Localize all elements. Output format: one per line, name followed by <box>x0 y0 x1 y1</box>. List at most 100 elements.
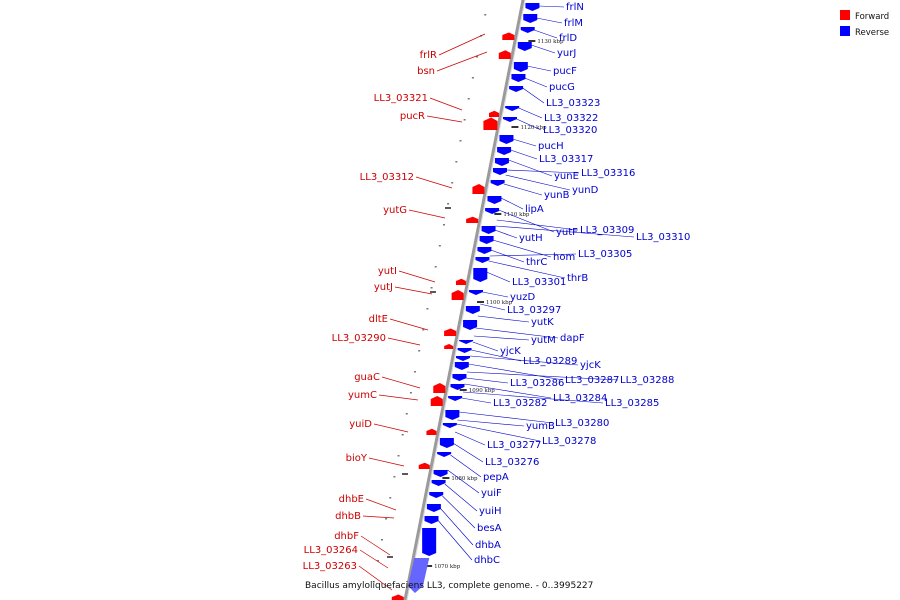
reverse-gene-label: LL3_03282 <box>493 398 547 409</box>
reverse-gene-label: LL3_03284 <box>553 393 607 404</box>
reverse-gene <box>494 158 509 166</box>
axis-dot <box>442 224 445 226</box>
reverse-leader <box>518 107 543 119</box>
axis-dot <box>372 581 375 583</box>
forward-gene-label: pucR <box>400 111 425 122</box>
reverse-gene-label: yutF <box>556 227 578 238</box>
reverse-gene-label: LL3_03323 <box>546 98 600 109</box>
reverse-gene <box>431 480 446 486</box>
axis-dot <box>447 203 450 205</box>
reverse-leader <box>472 341 499 352</box>
reverse-gene-label: pucH <box>538 141 564 152</box>
reverse-leader <box>473 335 530 341</box>
forward-gene-label: LL3_03263 <box>303 561 357 572</box>
forward-gene-label: guaC <box>354 372 380 383</box>
forward-gene <box>488 110 499 117</box>
reverse-gene <box>468 290 483 295</box>
reverse-gene-label: yunD <box>572 185 599 196</box>
reverse-leader <box>447 469 480 494</box>
reverse-gene <box>452 374 467 381</box>
forward-leader <box>368 457 405 467</box>
genome-axis-shadow <box>406 0 526 600</box>
backbone <box>403 0 526 600</box>
axis-dot <box>380 539 383 541</box>
reverse-gene <box>424 516 439 524</box>
forward-leader <box>362 515 395 519</box>
forward-gene-label: dhbE <box>339 494 364 505</box>
reverse-leader <box>488 260 566 279</box>
reverse-gene-label: yuiF <box>481 488 502 499</box>
reverse-gene <box>422 528 437 556</box>
tick-label: 1120 kbp <box>520 125 547 131</box>
reverse-leader <box>457 419 525 427</box>
reverse-gene-label: dapF <box>560 333 585 344</box>
axis-dot <box>455 161 458 163</box>
forward-leader <box>373 423 409 433</box>
reverse-gene-label: dhbA <box>475 540 501 551</box>
reverse-leader <box>454 431 486 446</box>
forward-leader <box>360 535 391 556</box>
gene-labels: frlR bsn LL3_03321 pucR LL3_03312 yutG yutI yut… <box>303 2 691 572</box>
axis-dot <box>397 455 400 457</box>
reverse-leader <box>471 349 522 362</box>
forward-leader <box>429 97 463 111</box>
axis-dot <box>484 14 487 16</box>
reverse-leader <box>498 209 555 233</box>
genome-axis <box>403 0 525 600</box>
reverse-gene-label: LL3_03278 <box>542 436 596 447</box>
gene-blocks <box>391 3 540 600</box>
reverse-gene <box>463 320 478 330</box>
axis-dot <box>418 350 421 352</box>
forward-leader <box>358 565 393 591</box>
forward-leader <box>387 337 421 346</box>
reverse-gene <box>450 384 465 390</box>
reverse-gene <box>439 438 454 448</box>
reverse-gene-label: yunE <box>554 171 579 182</box>
forward-gene <box>455 278 466 285</box>
reverse-gene-label: LL3_03280 <box>555 418 609 429</box>
forward-gene <box>430 396 443 406</box>
reverse-leader <box>492 239 552 258</box>
reverse-gene <box>442 423 457 428</box>
legend-forward: Forward <box>855 12 889 22</box>
reverse-gene <box>448 396 463 401</box>
forward-gene-label: frlR <box>420 50 437 61</box>
reverse-gene-label: yutH <box>519 233 543 244</box>
forward-gene <box>426 428 437 435</box>
forward-gene <box>483 117 498 130</box>
reverse-leader <box>531 44 556 54</box>
reverse-leader <box>500 197 524 210</box>
axis-dot <box>409 392 412 394</box>
axis-dot <box>414 371 417 373</box>
reverse-gene-label: hom <box>553 252 575 263</box>
reverse-leader <box>469 355 579 366</box>
legend-reverse: Reverse <box>855 28 889 38</box>
reverse-leader <box>439 507 474 546</box>
reverse-gene-label: yurJ <box>557 48 576 59</box>
reverse-leader <box>477 315 530 323</box>
reverse-gene <box>445 410 460 420</box>
reverse-gene-label: LL3_03286 <box>510 378 564 389</box>
reverse-gene-label: thrB <box>567 273 588 284</box>
reverse-leader <box>526 65 552 72</box>
forward-leader <box>415 176 453 189</box>
forward-gene-label: yutJ <box>374 282 393 293</box>
reverse-gene <box>479 236 494 244</box>
legend: Forward Reverse <box>840 10 889 38</box>
forward-gene <box>444 344 454 349</box>
reverse-gene-label: frlN <box>566 2 584 13</box>
forward-gene <box>433 383 446 393</box>
reverse-leader <box>534 29 558 39</box>
forward-gene-label: dhbF <box>334 531 359 542</box>
reverse-gene <box>477 247 492 254</box>
minor-dots <box>372 14 487 583</box>
axis-dot <box>376 560 379 562</box>
forward-gene-label: dltE <box>369 314 388 325</box>
reverse-leader <box>450 454 482 478</box>
reverse-gene-label: yuzD <box>510 292 536 303</box>
reverse-gene-label: LL3_03310 <box>636 232 690 243</box>
reverse-leader <box>506 169 580 174</box>
reverse-gene-label: pucF <box>553 66 577 77</box>
reverse-gene-label: yutM <box>531 335 556 346</box>
